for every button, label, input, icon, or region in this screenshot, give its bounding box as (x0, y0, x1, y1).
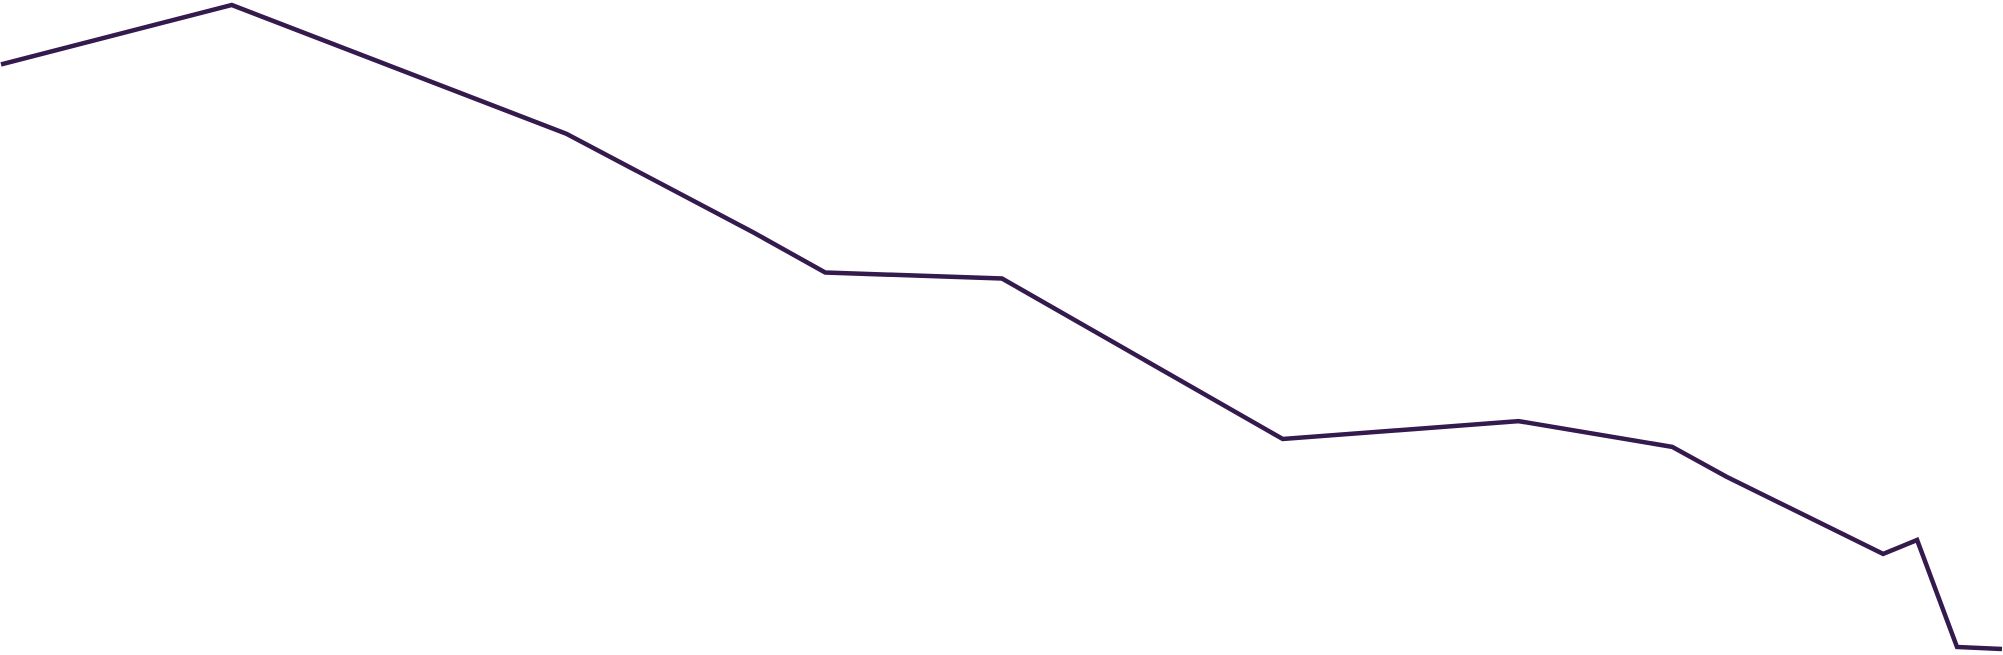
chart-area (0, 2, 2003, 652)
series-line (0, 2, 2003, 652)
line-chart (0, 2, 2003, 652)
